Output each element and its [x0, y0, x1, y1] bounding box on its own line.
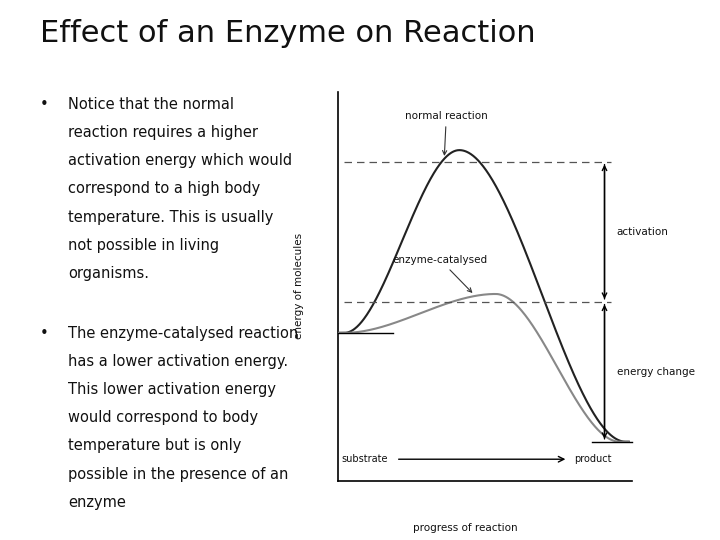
Text: has a lower activation energy.: has a lower activation energy. [68, 354, 289, 369]
Text: substrate: substrate [341, 454, 388, 464]
Text: enzyme: enzyme [68, 495, 126, 510]
Text: •: • [40, 326, 48, 341]
Text: The enzyme-catalysed reaction: The enzyme-catalysed reaction [68, 326, 299, 341]
Text: Effect of an Enzyme on Reaction: Effect of an Enzyme on Reaction [40, 19, 535, 48]
Text: not possible in living: not possible in living [68, 238, 220, 253]
Text: would correspond to body: would correspond to body [68, 410, 258, 426]
Text: enzyme-catalysed: enzyme-catalysed [393, 255, 488, 292]
Text: energy change: energy change [616, 367, 695, 377]
Text: •: • [40, 97, 48, 112]
Text: progress of reaction: progress of reaction [413, 523, 518, 534]
Text: temperature but is only: temperature but is only [68, 438, 242, 454]
Text: normal reaction: normal reaction [405, 111, 487, 155]
Text: product: product [575, 454, 612, 464]
Text: activation: activation [616, 227, 668, 237]
Text: energy of molecules: energy of molecules [294, 233, 304, 339]
Text: possible in the presence of an: possible in the presence of an [68, 467, 289, 482]
Text: activation energy which would: activation energy which would [68, 153, 292, 168]
Text: Notice that the normal: Notice that the normal [68, 97, 235, 112]
Text: organisms.: organisms. [68, 266, 150, 281]
Text: correspond to a high body: correspond to a high body [68, 181, 261, 197]
Text: temperature. This is usually: temperature. This is usually [68, 210, 274, 225]
Text: This lower activation energy: This lower activation energy [68, 382, 276, 397]
Text: reaction requires a higher: reaction requires a higher [68, 125, 258, 140]
